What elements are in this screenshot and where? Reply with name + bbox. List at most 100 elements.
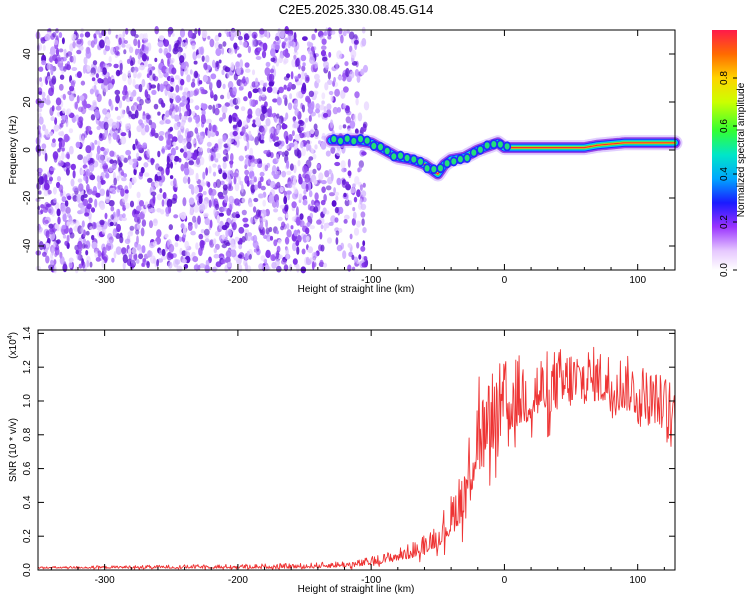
noise-speckle xyxy=(61,196,67,203)
noise-speckle xyxy=(124,189,129,194)
noise-speckle xyxy=(316,164,321,169)
noise-speckle xyxy=(222,65,228,71)
noise-speckle xyxy=(191,138,196,145)
noise-speckle xyxy=(72,41,76,49)
noise-speckle xyxy=(121,177,127,182)
noise-speckle xyxy=(196,54,202,59)
noise-speckle xyxy=(265,219,268,228)
noise-speckle xyxy=(356,220,361,228)
signal-blob-core xyxy=(351,137,357,145)
noise-speckle xyxy=(361,37,367,47)
noise-speckle xyxy=(135,258,140,264)
noise-speckle xyxy=(301,71,305,80)
noise-speckle xyxy=(297,159,301,167)
noise-speckle xyxy=(154,173,159,183)
noise-speckle xyxy=(244,145,248,152)
noise-speckle xyxy=(325,150,331,157)
noise-speckle xyxy=(279,204,286,209)
noise-speckle xyxy=(122,73,127,82)
signal-blob-core xyxy=(484,142,490,149)
noise-speckle xyxy=(233,140,238,146)
noise-speckle xyxy=(349,120,356,129)
noise-speckle xyxy=(328,221,334,226)
noise-speckle xyxy=(79,33,84,38)
noise-speckle xyxy=(268,127,275,136)
x-tick-label: 0 xyxy=(502,575,508,586)
noise-speckle xyxy=(309,169,313,175)
noise-speckle xyxy=(163,39,170,47)
noise-speckle xyxy=(221,105,228,114)
noise-speckle xyxy=(218,117,224,122)
noise-speckle xyxy=(112,131,118,140)
noise-speckle xyxy=(298,193,303,201)
noise-speckle xyxy=(191,111,196,117)
noise-speckle xyxy=(72,195,78,202)
noise-speckle xyxy=(236,66,241,76)
noise-speckle xyxy=(119,154,125,162)
noise-speckle xyxy=(207,35,211,40)
noise-speckle xyxy=(59,74,65,80)
noise-speckle xyxy=(321,38,327,45)
noise-speckle xyxy=(320,180,327,185)
noise-speckle xyxy=(104,128,108,138)
noise-speckle xyxy=(109,150,115,157)
noise-speckle xyxy=(133,70,137,79)
noise-speckle xyxy=(215,48,222,57)
noise-speckle xyxy=(295,57,300,67)
noise-speckle xyxy=(244,262,248,272)
noise-speckle xyxy=(161,199,165,207)
noise-speckle xyxy=(111,162,118,170)
noise-speckle xyxy=(293,176,297,186)
noise-speckle xyxy=(125,97,131,103)
noise-speckle xyxy=(42,251,47,257)
noise-speckle xyxy=(170,77,175,83)
noise-speckle xyxy=(291,201,297,209)
noise-speckle xyxy=(181,139,186,145)
noise-speckle xyxy=(82,156,88,165)
colorbar-tick-label: 0.4 xyxy=(719,167,730,181)
noise-speckle xyxy=(58,155,62,164)
noise-speckle xyxy=(75,114,80,122)
noise-speckle xyxy=(320,224,324,230)
noise-speckle xyxy=(264,82,268,87)
noise-speckle xyxy=(302,62,306,67)
noise-speckle xyxy=(146,148,150,158)
noise-speckle xyxy=(172,47,179,55)
colorbar-tick-label: 0.0 xyxy=(719,263,730,277)
noise-speckle xyxy=(182,91,188,97)
noise-speckle xyxy=(66,51,73,57)
noise-speckle xyxy=(304,72,308,77)
noise-speckle xyxy=(157,82,161,92)
noise-speckle xyxy=(218,43,223,50)
noise-speckle xyxy=(136,244,142,251)
noise-speckle xyxy=(168,44,172,53)
noise-speckle xyxy=(294,75,299,80)
noise-speckle xyxy=(198,195,203,205)
noise-speckle xyxy=(131,247,137,255)
noise-speckle xyxy=(195,242,199,250)
noise-speckle xyxy=(277,239,282,245)
noise-speckle xyxy=(86,154,91,161)
noise-speckle xyxy=(170,253,174,260)
noise-speckle xyxy=(51,247,55,256)
noise-speckle xyxy=(254,77,259,86)
noise-speckle xyxy=(336,177,342,186)
noise-speckle xyxy=(293,141,298,150)
noise-speckle xyxy=(65,118,69,128)
noise-speckle xyxy=(254,214,260,220)
spectrogram-signal-layer xyxy=(323,132,683,182)
noise-speckle xyxy=(193,185,200,194)
noise-speckle xyxy=(48,57,53,63)
noise-speckle xyxy=(333,187,336,194)
noise-speckle xyxy=(170,147,176,156)
noise-speckle xyxy=(268,105,273,114)
noise-speckle xyxy=(305,227,310,235)
noise-speckle xyxy=(308,90,315,98)
noise-speckle xyxy=(187,223,193,231)
noise-speckle xyxy=(253,176,257,183)
noise-speckle xyxy=(61,139,65,148)
noise-speckle xyxy=(297,119,303,125)
noise-speckle xyxy=(353,113,357,123)
noise-speckle xyxy=(50,116,55,122)
